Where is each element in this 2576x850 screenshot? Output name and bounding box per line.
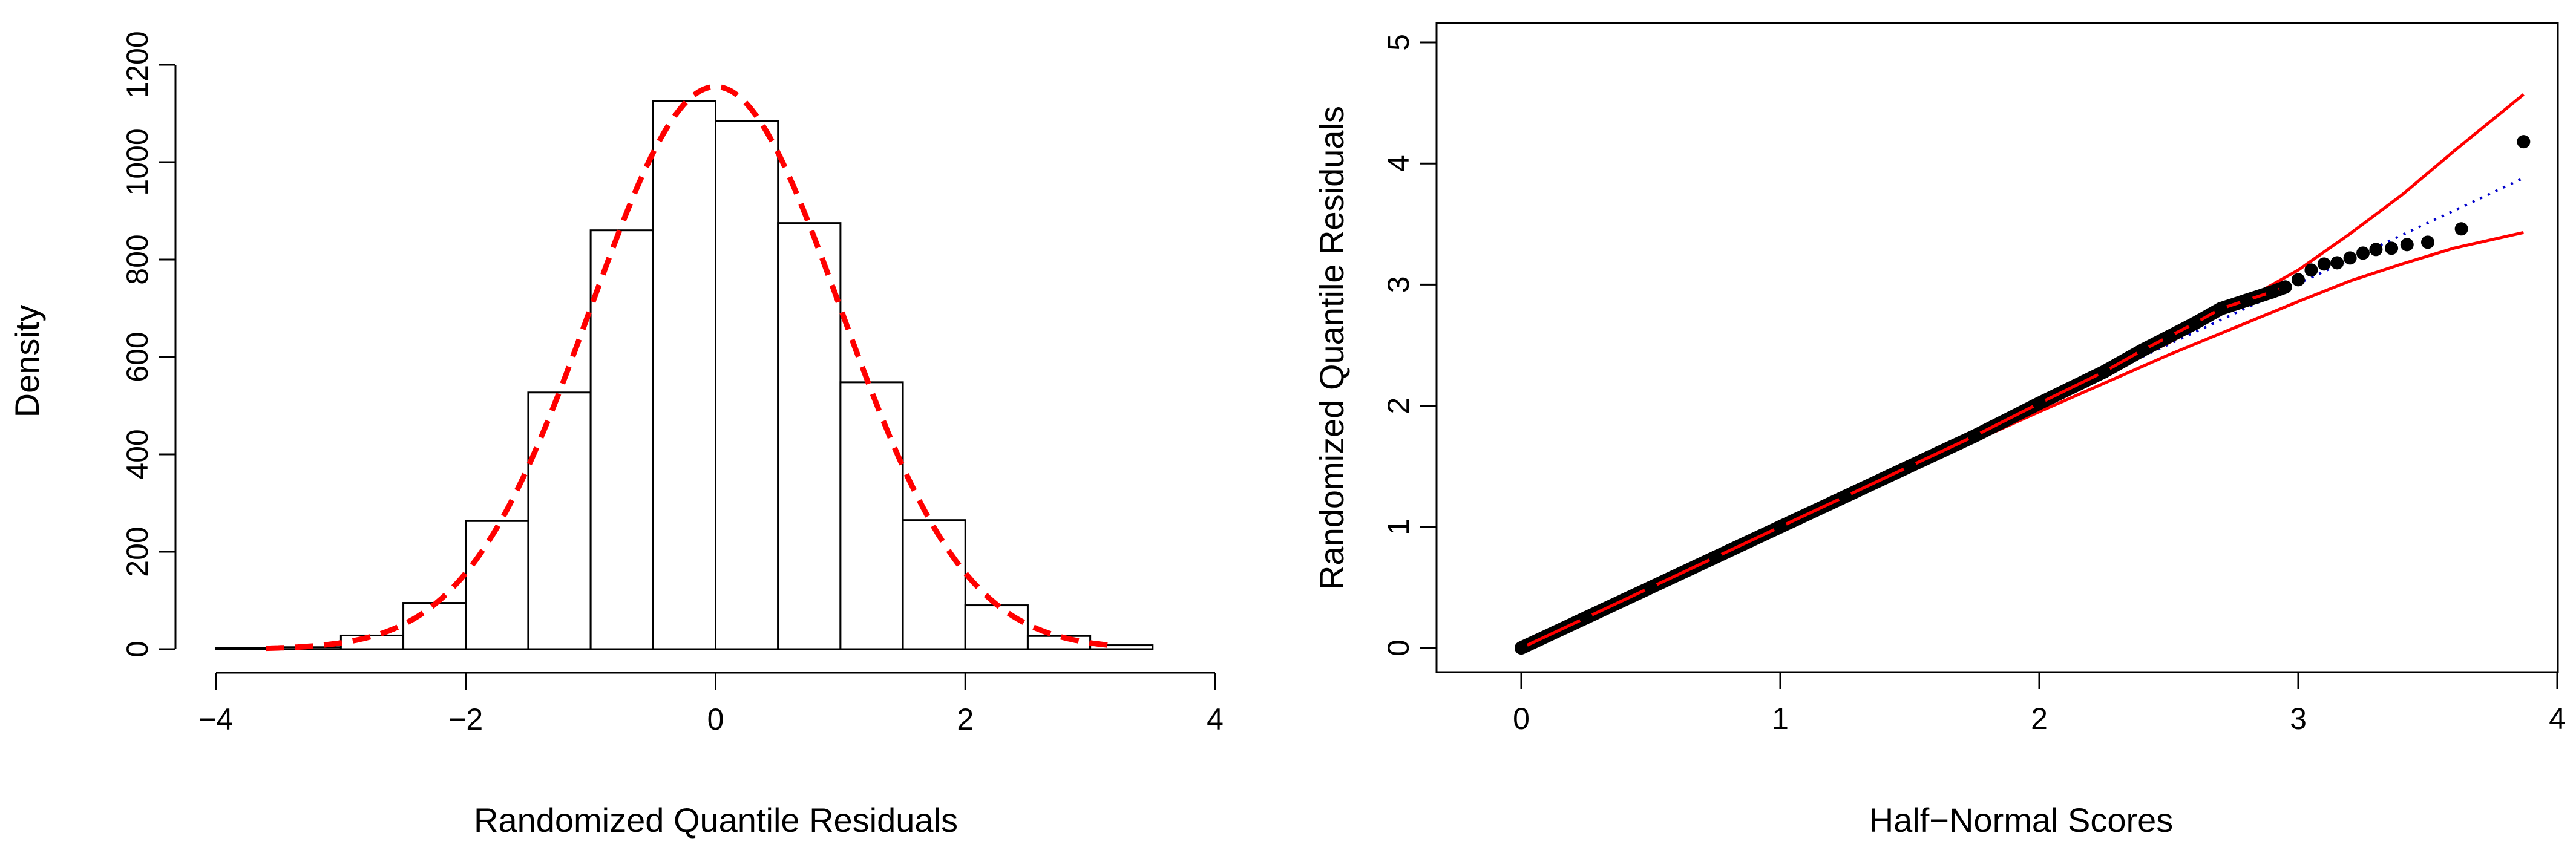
y-tick-label: 400 (120, 429, 154, 479)
y-axis: 0 1 2 3 4 5 (1381, 34, 1437, 656)
y-tick-label: 0 (1381, 639, 1415, 656)
residual-point (2343, 251, 2357, 265)
x-tick-label: 2 (2031, 702, 2048, 736)
plot-frame (1435, 22, 2559, 673)
residual-point (1903, 459, 1916, 473)
residual-point (2421, 235, 2434, 249)
envelope-lower (1520, 230, 2524, 650)
residual-point (1579, 610, 1593, 624)
y-tick-label: 2 (1381, 397, 1415, 414)
density-curve (266, 83, 1116, 652)
residual-point (2162, 330, 2175, 344)
residual-point (2317, 257, 2331, 271)
x-tick-label: −4 (198, 702, 233, 736)
residual-point (1644, 580, 1657, 594)
y-tick-label: 800 (120, 234, 154, 284)
histogram-bar (1089, 644, 1154, 650)
x-axis: −4 −2 0 2 4 (198, 672, 1224, 736)
x-axis-label: Half−Normal Scores (1869, 801, 2174, 839)
x-tick-label: 1 (1772, 702, 1789, 736)
residual-point (2278, 280, 2292, 294)
histogram-bar (902, 519, 966, 650)
x-axis-label: Randomized Quantile Residuals (474, 801, 958, 839)
y-axis: 0 200 400 600 800 1000 1200 (120, 31, 177, 658)
y-axis-label: Randomized Quantile Residuals (1313, 106, 1351, 590)
histogram-bar (339, 634, 405, 650)
y-tick-label: 4 (1381, 155, 1415, 172)
residual-point (2517, 135, 2531, 149)
residual-point (2385, 241, 2399, 255)
residual-point (1774, 520, 1787, 534)
y-axis-label: Density (8, 305, 46, 418)
half-normal-panel: 0 1 2 3 4 0 1 2 3 4 5 Half−Normal Scores Randomiz… (1313, 22, 2566, 839)
x-tick-label: 4 (1207, 702, 1224, 736)
residual-point (2400, 238, 2414, 252)
y-tick-label: 200 (120, 526, 154, 577)
residual-point (2266, 285, 2279, 299)
residual-point (2033, 396, 2046, 410)
residual-point (2136, 343, 2150, 357)
histogram-bar (839, 381, 904, 650)
histogram-bar (777, 222, 842, 650)
residual-point (2214, 302, 2227, 316)
residual-point (2188, 316, 2201, 330)
residual-point (2454, 222, 2468, 236)
histogram-bar (964, 604, 1029, 650)
x-axis: 0 1 2 3 4 (1513, 671, 2566, 736)
residual-point (2356, 246, 2370, 260)
y-tick-label: 600 (120, 332, 154, 382)
y-tick-label: 0 (120, 641, 154, 658)
histogram-bar (715, 120, 779, 650)
y-tick-label: 1 (1381, 518, 1415, 535)
histogram-bar (652, 100, 716, 650)
y-tick-label: 3 (1381, 276, 1415, 293)
histogram-bar (1026, 635, 1092, 650)
histogram-bar (402, 602, 467, 650)
residual-point (2304, 263, 2318, 277)
residual-point (1515, 641, 1528, 655)
residual-point (2369, 243, 2383, 257)
histogram-panel: −4 −2 0 2 4 0 200 400 600 800 1000 1200 Randomized… (8, 31, 1224, 839)
x-tick-label: 2 (957, 702, 974, 736)
y-tick-label: 1000 (120, 128, 154, 195)
residual-point (2240, 293, 2253, 307)
histogram-bar (465, 520, 529, 650)
x-tick-label: 0 (707, 702, 724, 736)
residual-point (1838, 489, 1852, 503)
x-tick-label: 4 (2549, 702, 2566, 736)
residual-point (2330, 256, 2344, 270)
histogram-bar (589, 229, 654, 650)
y-tick-label: 5 (1381, 34, 1415, 51)
residual-point (2097, 365, 2111, 379)
y-tick-label: 1200 (120, 31, 154, 98)
residual-point (1968, 429, 1981, 443)
x-tick-label: 3 (2290, 702, 2307, 736)
x-tick-label: −2 (448, 702, 483, 736)
histogram-bars (215, 100, 1154, 650)
x-tick-label: 0 (1513, 702, 1530, 736)
histogram-bar (527, 391, 592, 650)
residual-points (1515, 135, 2531, 655)
residual-point (1709, 550, 1722, 564)
envelope-upper (1520, 93, 2525, 650)
residual-point (2292, 273, 2305, 287)
